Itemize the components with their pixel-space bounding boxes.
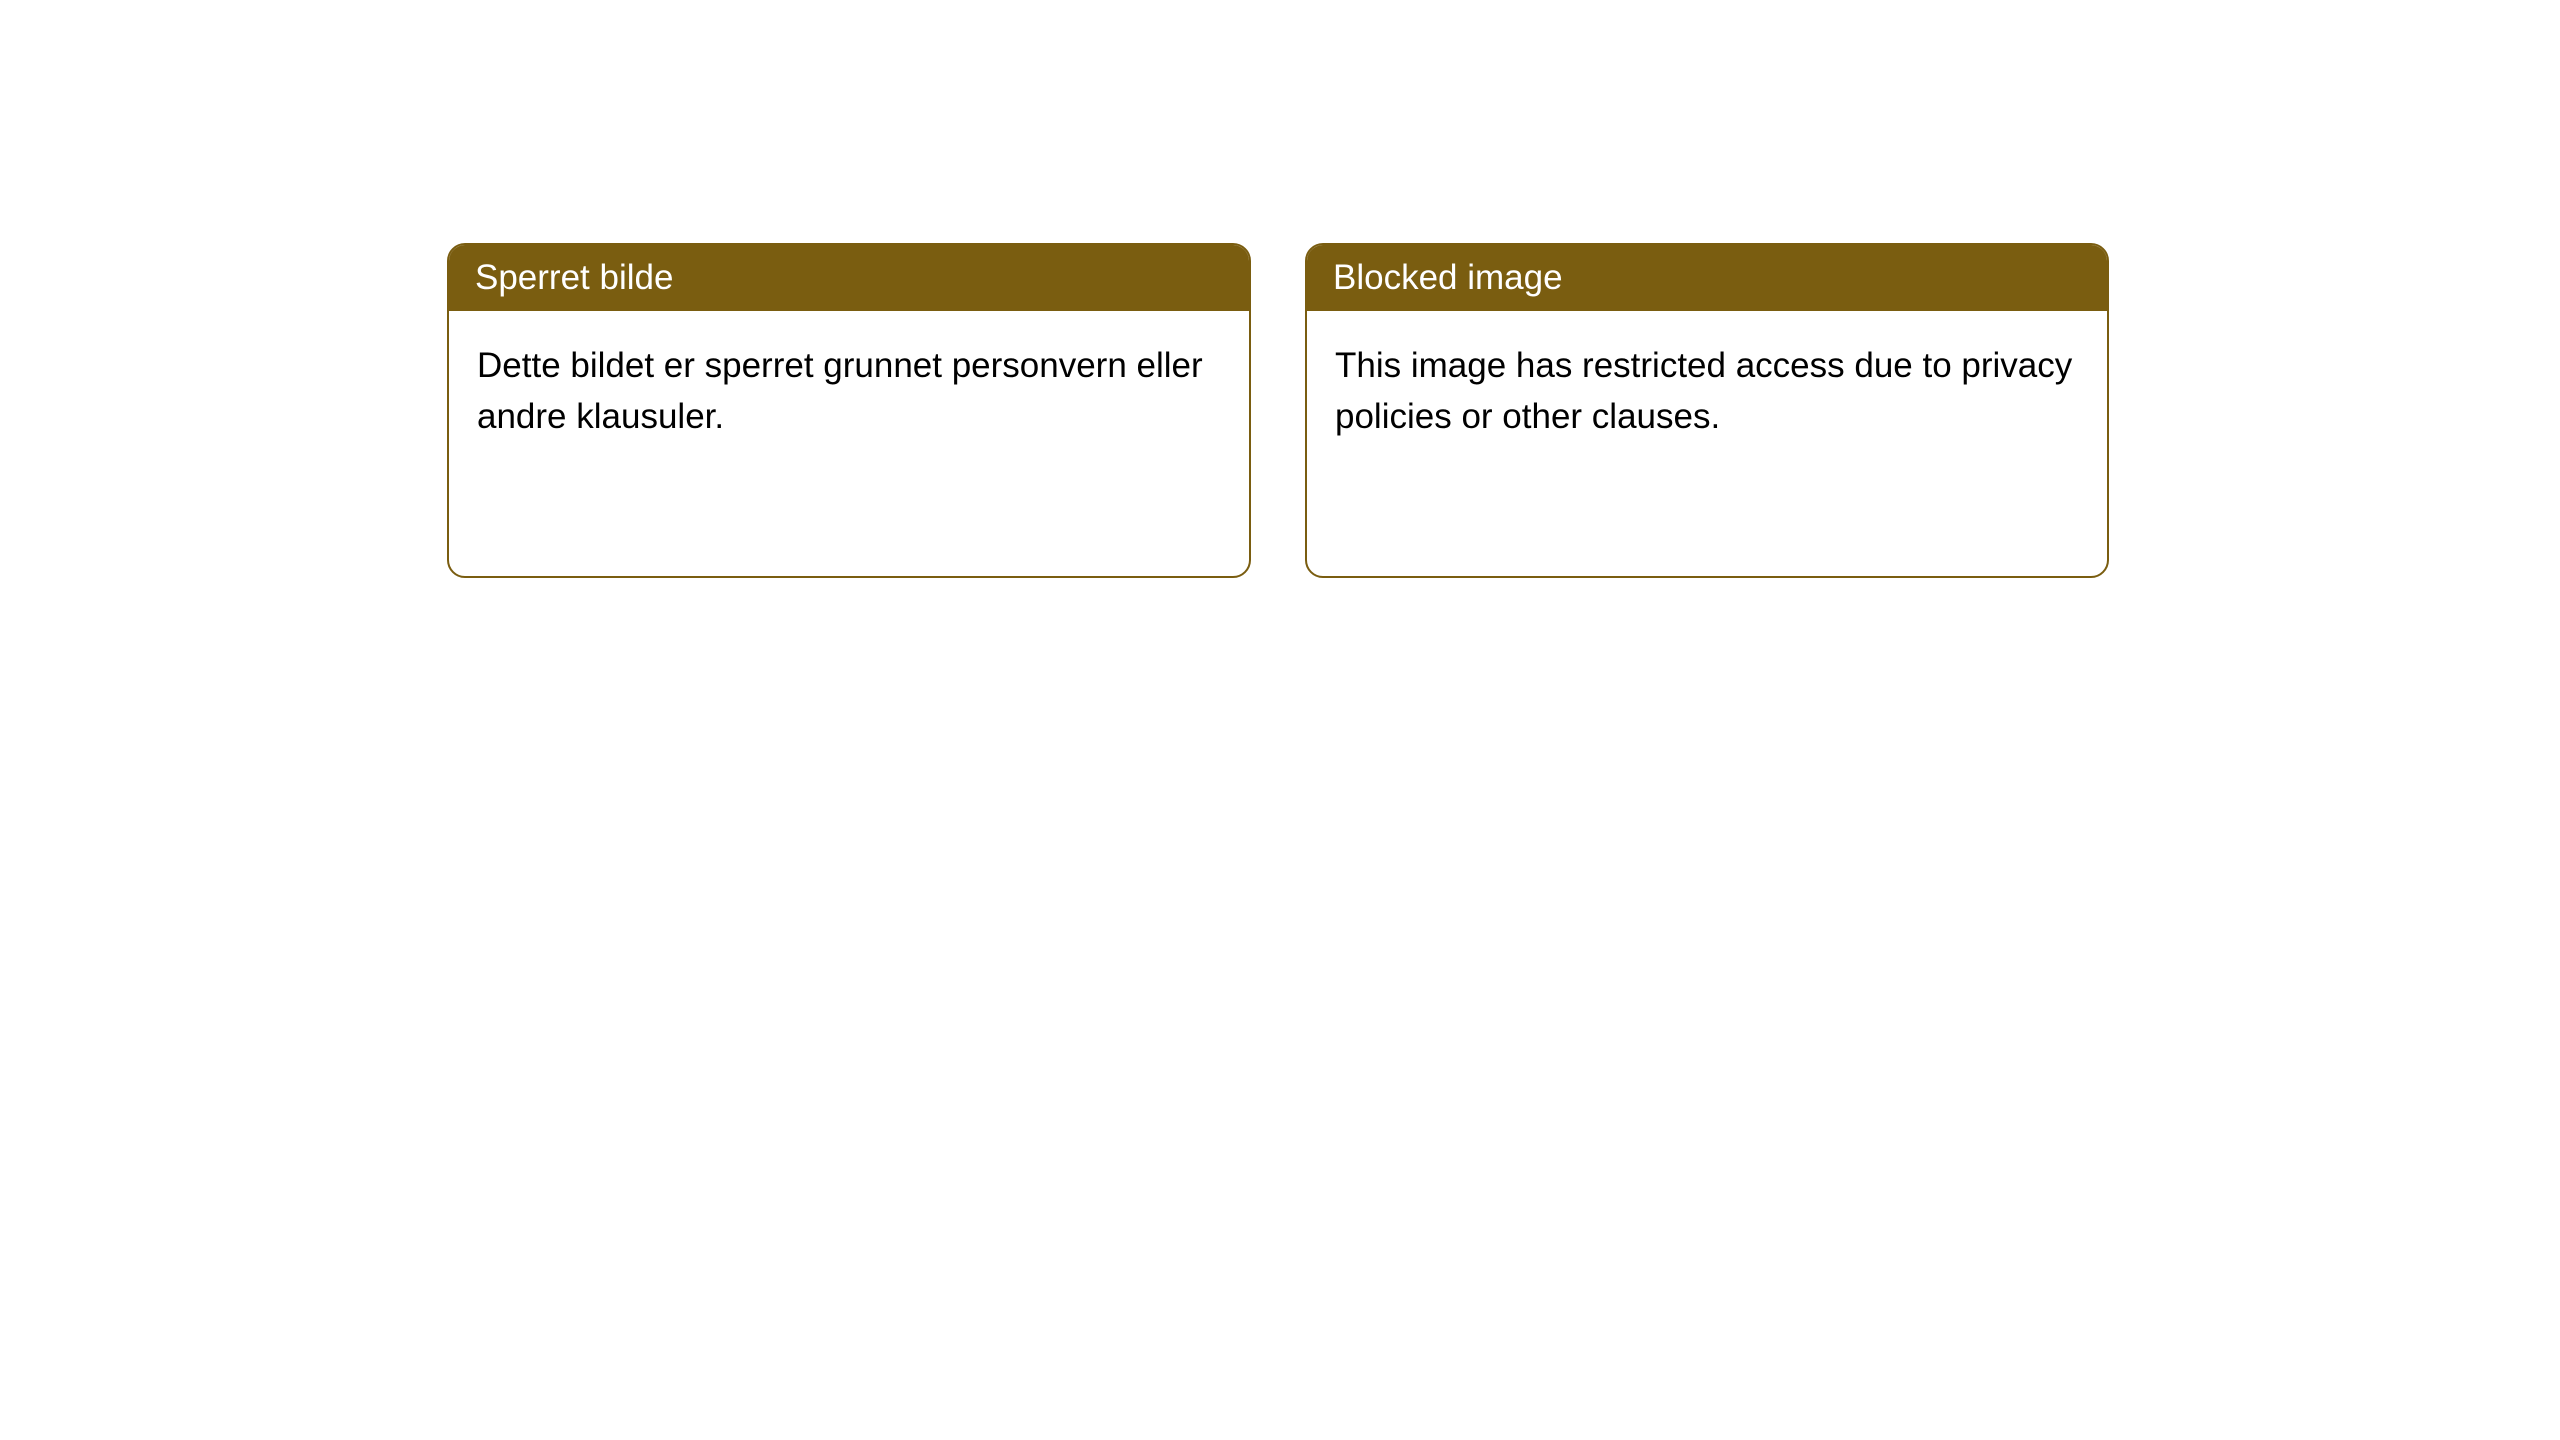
card-title-no: Sperret bilde: [449, 245, 1249, 311]
notice-container: Sperret bilde Dette bildet er sperret gr…: [447, 243, 2109, 578]
card-body-en: This image has restricted access due to …: [1307, 311, 2107, 473]
blocked-image-card-en: Blocked image This image has restricted …: [1305, 243, 2109, 578]
card-title-en: Blocked image: [1307, 245, 2107, 311]
card-body-no: Dette bildet er sperret grunnet personve…: [449, 311, 1249, 473]
blocked-image-card-no: Sperret bilde Dette bildet er sperret gr…: [447, 243, 1251, 578]
